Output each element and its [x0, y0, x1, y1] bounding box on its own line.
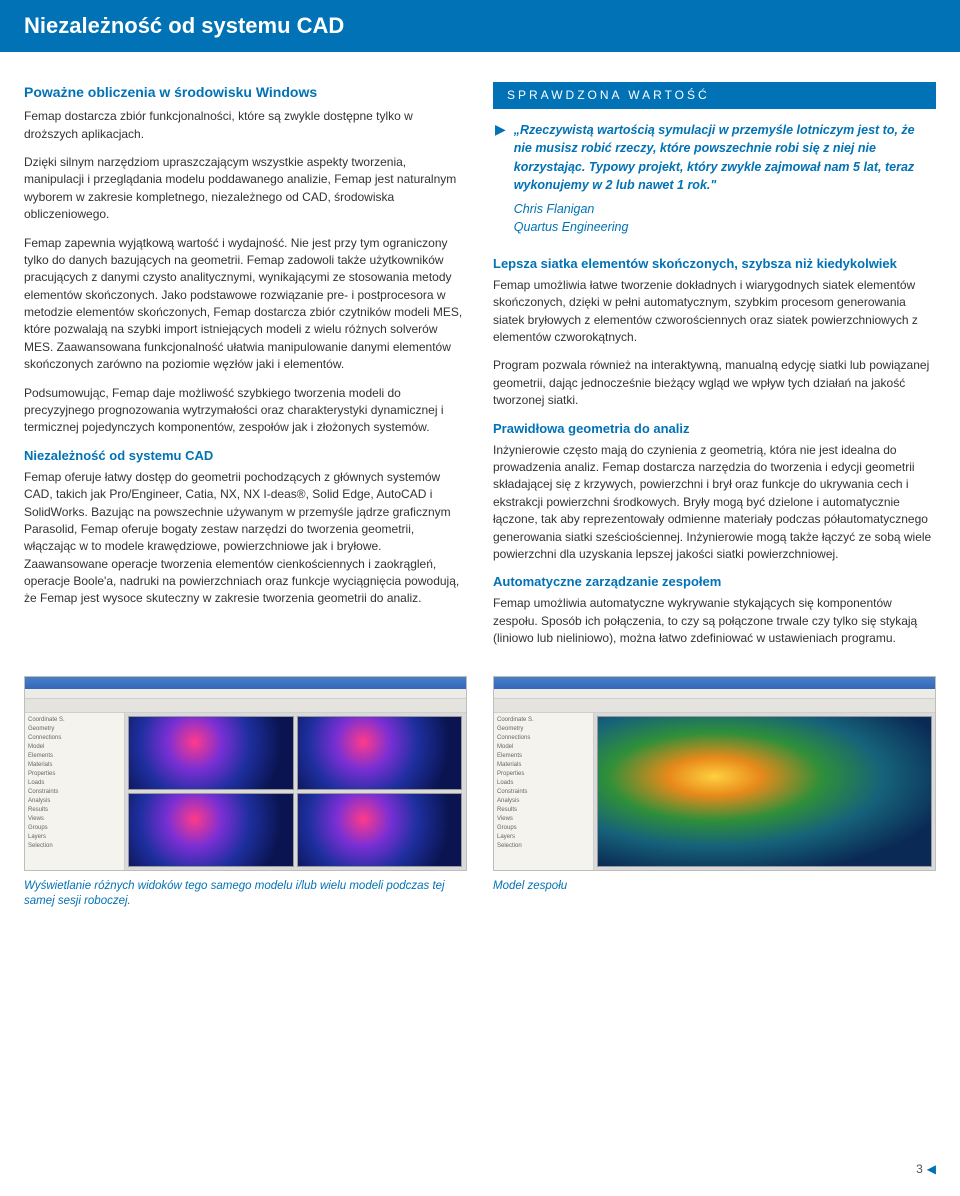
left-h2: Niezależność od systemu CAD: [24, 448, 467, 465]
tree-item: Groups: [28, 824, 121, 833]
screenshot-left: Coordinate S.GeometryConnectionsModel El…: [24, 676, 467, 871]
tree-item: Coordinate S.: [497, 716, 590, 725]
right-p1: Femap umożliwia łatwe tworzenie dokładny…: [493, 277, 936, 347]
tree-item: Connections: [497, 734, 590, 743]
right-h2: Prawidłowa geometria do analiz: [493, 421, 936, 438]
tree-item: Layers: [497, 833, 590, 842]
tree-item: Results: [497, 806, 590, 815]
sc-pane-3: [128, 793, 294, 867]
sc-body: Coordinate S.GeometryConnectionsModel El…: [25, 713, 466, 870]
tree-item: Selection: [497, 842, 590, 851]
left-column: Poważne obliczenia w środowisku Windows …: [24, 82, 467, 658]
page-arrow-icon: ◀: [927, 1162, 936, 1176]
right-p3: Femap umożliwia automatyczne wykrywanie …: [493, 595, 936, 647]
left-p1: Femap dostarcza zbiór funkcjonalności, k…: [24, 108, 467, 143]
sc-pane-2: [297, 716, 463, 790]
sc-4view: [125, 713, 466, 870]
sc-pane-1: [128, 716, 294, 790]
right-p2: Inżynierowie często mają do czynienia z …: [493, 442, 936, 564]
content-columns: Poważne obliczenia w środowisku Windows …: [0, 52, 960, 668]
right-h1: Lepsza siatka elementów skończonych, szy…: [493, 256, 936, 273]
caption-left: Wyświetlanie różnych widoków tego samego…: [24, 879, 467, 909]
screenshot-right: Coordinate S.GeometryConnectionsModel El…: [493, 676, 936, 871]
sc-menubar2: [494, 689, 935, 699]
tree-item: Materials: [28, 761, 121, 770]
quote-author2: Quartus Engineering: [514, 218, 934, 236]
left-p3: Femap zapewnia wyjątkową wartość i wydaj…: [24, 235, 467, 374]
quote-block: ▶ „Rzeczywistą wartością symulacji w prz…: [493, 121, 936, 236]
quote-arrow-icon: ▶: [495, 121, 506, 236]
right-p1b: Program pozwala również na interaktywną,…: [493, 357, 936, 409]
quote-text: „Rzeczywistą wartością symulacji w przem…: [514, 121, 934, 194]
left-p4: Podsumowując, Femap daje możliwość szybk…: [24, 385, 467, 437]
sc-sidebar2: Coordinate S.GeometryConnectionsModel El…: [494, 713, 594, 870]
sc-titlebar2: [494, 677, 935, 689]
sc-titlebar: [25, 677, 466, 689]
sc-sidebar: Coordinate S.GeometryConnectionsModel El…: [25, 713, 125, 870]
screenshot-left-block: Coordinate S.GeometryConnectionsModel El…: [24, 676, 467, 909]
tree-item: Views: [497, 815, 590, 824]
tree-item: Geometry: [497, 725, 590, 734]
tree-item: Analysis: [497, 797, 590, 806]
left-p2: Dzięki silnym narzędziom upraszczającym …: [24, 154, 467, 224]
tree-item: Geometry: [28, 725, 121, 734]
sc-pane-full: [597, 716, 932, 867]
tree-item: Results: [28, 806, 121, 815]
images-row: Coordinate S.GeometryConnectionsModel El…: [0, 668, 960, 909]
tree-item: Connections: [28, 734, 121, 743]
left-p5: Femap oferuje łatwy dostęp do geometrii …: [24, 469, 467, 608]
tree-item: Views: [28, 815, 121, 824]
page-title-bar: Niezależność od systemu CAD: [0, 0, 960, 52]
left-subtitle: Poważne obliczenia w środowisku Windows: [24, 82, 467, 102]
screenshot-right-block: Coordinate S.GeometryConnectionsModel El…: [493, 676, 936, 909]
right-column: SPRAWDZONA WARTOŚĆ ▶ „Rzeczywistą wartoś…: [493, 82, 936, 658]
right-h3: Automatyczne zarządzanie zespołem: [493, 574, 936, 591]
tree-item: Loads: [28, 779, 121, 788]
tree-item: Properties: [28, 770, 121, 779]
sc-toolbar2: [494, 699, 935, 713]
tree-item: Analysis: [28, 797, 121, 806]
tree-item: Groups: [497, 824, 590, 833]
tree-item: Model: [497, 743, 590, 752]
sc-pane-4: [297, 793, 463, 867]
callout-bar: SPRAWDZONA WARTOŚĆ: [493, 82, 936, 109]
tree-item: Constraints: [28, 788, 121, 797]
tree-item: Properties: [497, 770, 590, 779]
sc-menubar: [25, 689, 466, 699]
page-number-value: 3: [916, 1162, 923, 1176]
tree-item: Elements: [28, 752, 121, 761]
caption-right: Model zespołu: [493, 879, 936, 894]
tree-item: Loads: [497, 779, 590, 788]
sc-toolbar: [25, 699, 466, 713]
sc-singleview: [594, 713, 935, 870]
tree-item: Coordinate S.: [28, 716, 121, 725]
sc-body2: Coordinate S.GeometryConnectionsModel El…: [494, 713, 935, 870]
quote-author1: Chris Flanigan: [514, 200, 934, 218]
page-number: 3◀: [916, 1161, 936, 1178]
callout-label: SPRAWDZONA WARTOŚĆ: [507, 88, 710, 102]
tree-item: Selection: [28, 842, 121, 851]
page-title: Niezależność od systemu CAD: [24, 13, 344, 38]
tree-item: Elements: [497, 752, 590, 761]
tree-item: Layers: [28, 833, 121, 842]
tree-item: Constraints: [497, 788, 590, 797]
quote-body: „Rzeczywistą wartością symulacji w przem…: [514, 121, 934, 236]
tree-item: Materials: [497, 761, 590, 770]
tree-item: Model: [28, 743, 121, 752]
